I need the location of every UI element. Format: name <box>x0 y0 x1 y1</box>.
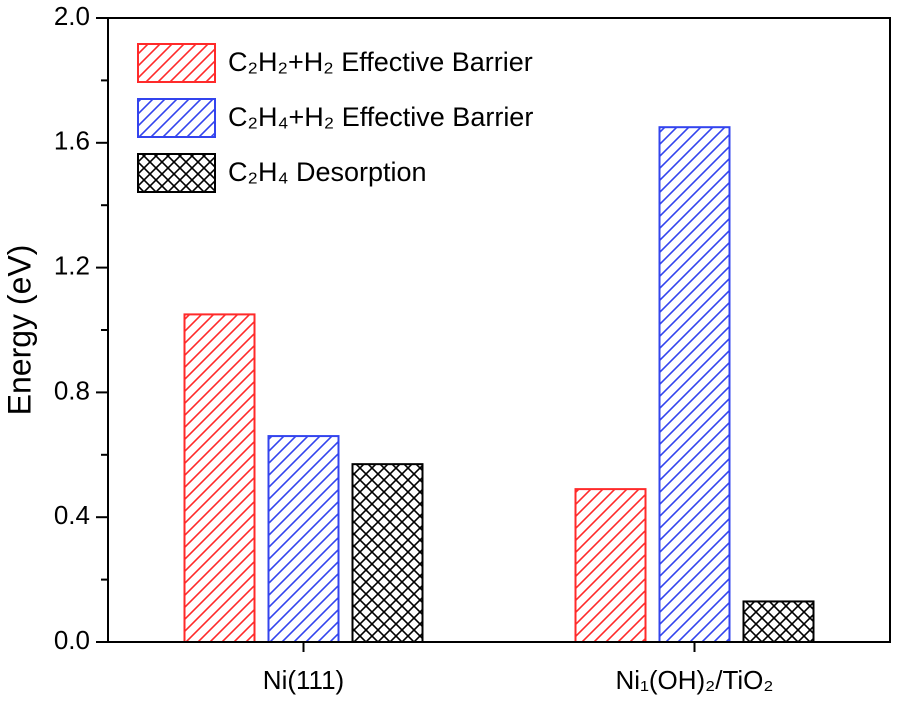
y-tick-label: 0.4 <box>54 500 90 530</box>
bar <box>183 313 256 643</box>
bar <box>267 435 340 643</box>
legend-label: C₂H₂+H₂ Effective Barrier <box>228 47 533 77</box>
y-axis-label: Energy (eV) <box>1 245 37 416</box>
legend-swatch <box>137 153 216 193</box>
legend-swatch <box>137 43 216 83</box>
legend-swatch <box>137 98 216 138</box>
y-tick-label: 1.6 <box>54 126 90 156</box>
plot-frame <box>107 17 891 643</box>
bar <box>658 126 731 643</box>
bar <box>351 463 424 643</box>
legend-label: C₂H₄ Desorption <box>228 157 427 187</box>
x-tick-label: Ni₁(OH)₂/TiO₂ <box>616 665 774 695</box>
y-tick-label: 0.0 <box>54 625 90 655</box>
bar <box>574 488 647 643</box>
bar <box>742 600 815 644</box>
y-tick-label: 1.2 <box>54 250 90 280</box>
legend-label: C₂H₄+H₂ Effective Barrier <box>228 102 533 132</box>
x-tick-label: Ni(111) <box>263 665 344 695</box>
y-tick-label: 2.0 <box>54 1 90 31</box>
y-tick-label: 0.8 <box>54 375 90 405</box>
